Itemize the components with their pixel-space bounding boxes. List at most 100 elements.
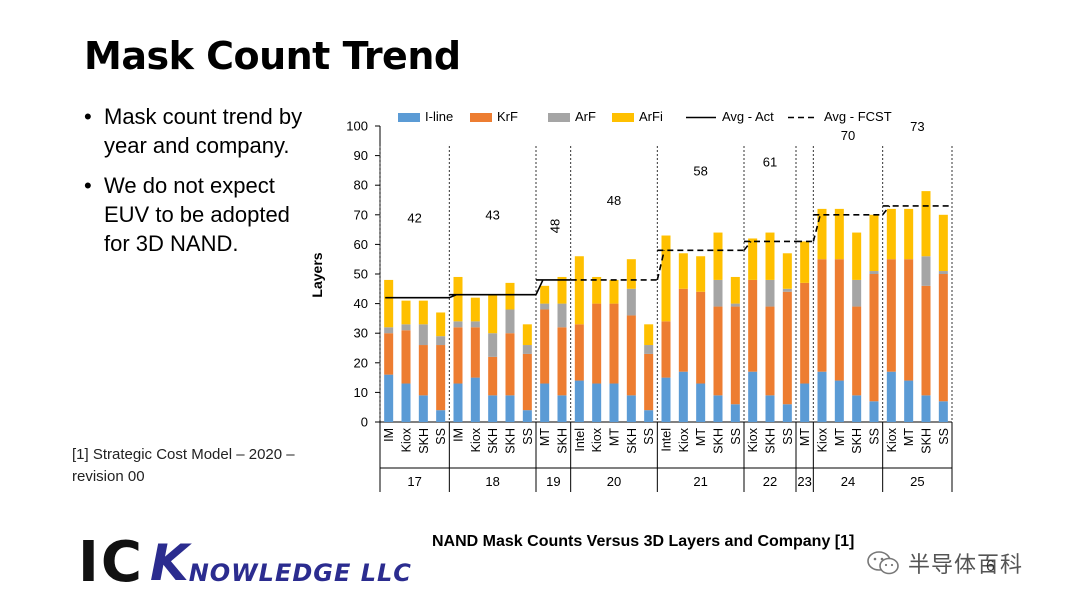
logo-rest: NOWLEDGE LLC <box>188 559 412 587</box>
bar-segment-arfi <box>661 235 671 322</box>
bar-segment-arfi <box>713 232 723 280</box>
y-tick-label: 0 <box>361 415 368 430</box>
bar-segment-krf <box>661 321 671 378</box>
x-tick-label: SS <box>521 428 535 445</box>
avg-label: 48 <box>607 193 621 208</box>
y-tick-label: 40 <box>354 296 368 311</box>
bar-segment-iline <box>505 395 515 422</box>
x-tick-label: Kiox <box>816 427 830 452</box>
x-tick-label: Kiox <box>677 427 691 452</box>
y-tick-label: 20 <box>354 355 368 370</box>
bar-segment-krf <box>938 274 948 402</box>
bar-segment-arf <box>470 321 480 328</box>
bar-segment-arf <box>852 279 862 307</box>
group-label: 17 <box>407 474 421 489</box>
x-tick-label: Kiox <box>469 427 483 452</box>
legend-label: I-line <box>425 109 453 124</box>
x-tick-label: SKH <box>625 428 639 454</box>
avg-label: 73 <box>910 119 924 134</box>
x-tick-label: SS <box>937 428 951 445</box>
bar-segment-arfi <box>436 312 446 337</box>
bar-segment-krf <box>505 333 515 396</box>
logo-ic: IC <box>78 530 144 595</box>
x-tick-label: SKH <box>850 428 864 454</box>
legend-label: Avg - FCST <box>824 109 892 124</box>
x-tick-label: SKH <box>417 428 431 454</box>
bar-segment-krf <box>817 259 827 372</box>
bar-segment-arf <box>644 345 654 354</box>
x-tick-label: SS <box>729 428 743 445</box>
bar-segment-arf <box>557 303 567 328</box>
bullet-text: We do not expect EUV to be adopted for 3… <box>104 173 290 256</box>
legend-label: KrF <box>497 109 518 124</box>
bar-segment-arfi <box>748 238 758 280</box>
avg-label: 42 <box>407 211 421 226</box>
group-label: 18 <box>485 474 499 489</box>
y-tick-label: 10 <box>354 385 368 400</box>
x-tick-label: SS <box>868 428 882 445</box>
x-tick-label: SS <box>781 428 795 445</box>
bar-segment-arfi <box>592 276 602 304</box>
x-tick-label: MT <box>798 428 812 446</box>
bar-segment-arfi <box>384 279 394 328</box>
legend-label: ArFi <box>639 109 663 124</box>
x-tick-label: Kiox <box>746 427 760 452</box>
bar-segment-iline <box>869 401 879 422</box>
bar-segment-arfi <box>904 208 914 260</box>
bar-segment-arfi <box>696 256 706 292</box>
bar-segment-krf <box>782 291 792 405</box>
avg-label: 61 <box>763 154 777 169</box>
bar-segment-arf <box>713 279 723 307</box>
avg-label: 58 <box>693 163 707 178</box>
bar-segment-arf <box>782 288 792 292</box>
bar-segment-krf <box>436 345 446 411</box>
bar-segment-arf <box>765 279 775 307</box>
bar-segment-iline <box>557 395 567 422</box>
bar-segment-arfi <box>644 324 654 346</box>
bar-segment-iline <box>921 395 931 422</box>
bullet-dot: • <box>84 104 92 129</box>
bar-segment-arfi <box>765 232 775 280</box>
bar-segment-krf <box>540 309 550 384</box>
bar-segment-iline <box>453 383 463 422</box>
bar-segment-iline <box>678 371 688 422</box>
bar-segment-iline <box>626 395 636 422</box>
bar-segment-arf <box>938 271 948 274</box>
x-tick-label: Kiox <box>590 427 604 452</box>
bar-segment-krf <box>609 303 619 384</box>
bar-segment-arfi <box>730 276 740 304</box>
avg-label: 48 <box>547 219 562 233</box>
bar-segment-krf <box>852 306 862 396</box>
y-tick-label: 70 <box>354 207 368 222</box>
bar-segment-arfi <box>418 300 428 325</box>
bar-segment-iline <box>401 383 411 422</box>
bullet-text: Mask count trend by year and company. <box>104 104 303 158</box>
legend-label: ArF <box>575 109 596 124</box>
bar-segment-krf <box>748 279 758 372</box>
watermark: 半导体百科 <box>866 547 1023 579</box>
page-number: 6 <box>986 558 995 575</box>
y-tick-label: 90 <box>354 148 368 163</box>
y-axis-label: Layers <box>309 252 325 297</box>
avg-forecast-line <box>570 205 952 281</box>
avg-label: 70 <box>841 128 855 143</box>
bar-segment-arf <box>453 321 463 328</box>
bar-segment-arfi <box>453 276 463 322</box>
bar-segment-krf <box>470 327 480 378</box>
x-tick-label: Intel <box>660 428 674 452</box>
bar-segment-iline <box>886 371 896 422</box>
x-tick-label: Kiox <box>400 427 414 452</box>
y-tick-label: 30 <box>354 326 368 341</box>
bar-segment-arf <box>401 324 411 331</box>
bar-segment-krf <box>522 353 532 411</box>
bar-segment-arf <box>436 336 446 346</box>
bar-segment-krf <box>592 303 602 384</box>
reference-note: [1] Strategic Cost Model – 2020 – revisi… <box>72 446 295 485</box>
x-tick-label: SKH <box>486 428 500 454</box>
bar-segment-krf <box>800 282 810 384</box>
x-tick-label: MT <box>538 428 552 446</box>
legend-swatch <box>398 113 420 122</box>
group-label: 23 <box>797 474 811 489</box>
bar-segment-arf <box>418 324 428 346</box>
bar-segment-arfi <box>401 300 411 325</box>
